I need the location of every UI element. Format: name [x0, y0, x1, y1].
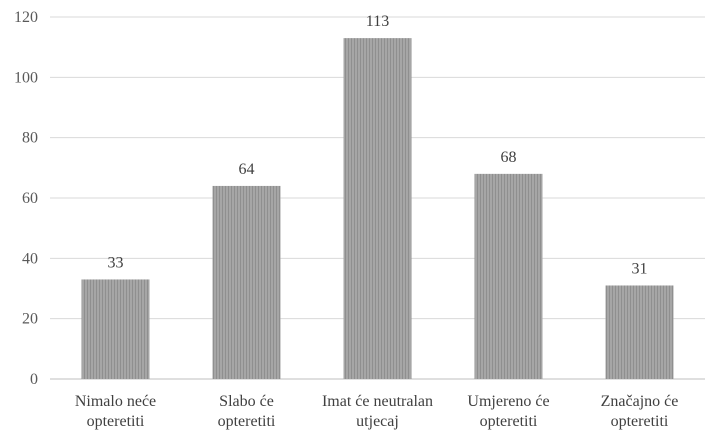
x-category-label: opteretiti — [87, 413, 145, 430]
x-category-label: Umjereno će — [467, 393, 549, 410]
data-label: 31 — [632, 260, 648, 277]
x-category-label: opteretiti — [218, 413, 276, 430]
x-axis-categories: Nimalo neće opteretiti Slabo će opteretiti I… — [75, 393, 679, 430]
x-category-label: opteretiti — [480, 413, 538, 430]
bar — [81, 279, 150, 379]
data-label: 68 — [501, 149, 517, 166]
y-tick-label: 0 — [30, 371, 38, 388]
data-label: 113 — [366, 13, 389, 30]
data-label: 33 — [108, 254, 124, 271]
x-category-label: Značajno će — [601, 393, 679, 410]
y-tick-label: 120 — [14, 9, 38, 26]
y-tick-label: 80 — [22, 130, 38, 147]
bar — [605, 285, 674, 379]
bars — [81, 38, 674, 379]
bar — [212, 185, 281, 379]
y-tick-label: 40 — [22, 250, 38, 267]
data-labels: 33 64 113 68 31 — [108, 13, 648, 277]
x-category-label: opteretiti — [611, 413, 669, 430]
y-tick-label: 100 — [14, 69, 38, 86]
x-category-label: Nimalo neće — [75, 393, 156, 410]
x-category-label: Slabo će — [219, 393, 274, 410]
x-category-label: Imat će neutralan — [322, 393, 433, 410]
y-tick-label: 20 — [22, 311, 38, 328]
y-tick-label: 60 — [22, 190, 38, 207]
bar — [474, 173, 543, 379]
data-label: 64 — [239, 161, 255, 178]
y-axis-ticks: 0 20 40 60 80 100 120 — [14, 9, 38, 388]
x-category-label: utjecaj — [356, 413, 399, 430]
bar — [343, 38, 412, 379]
